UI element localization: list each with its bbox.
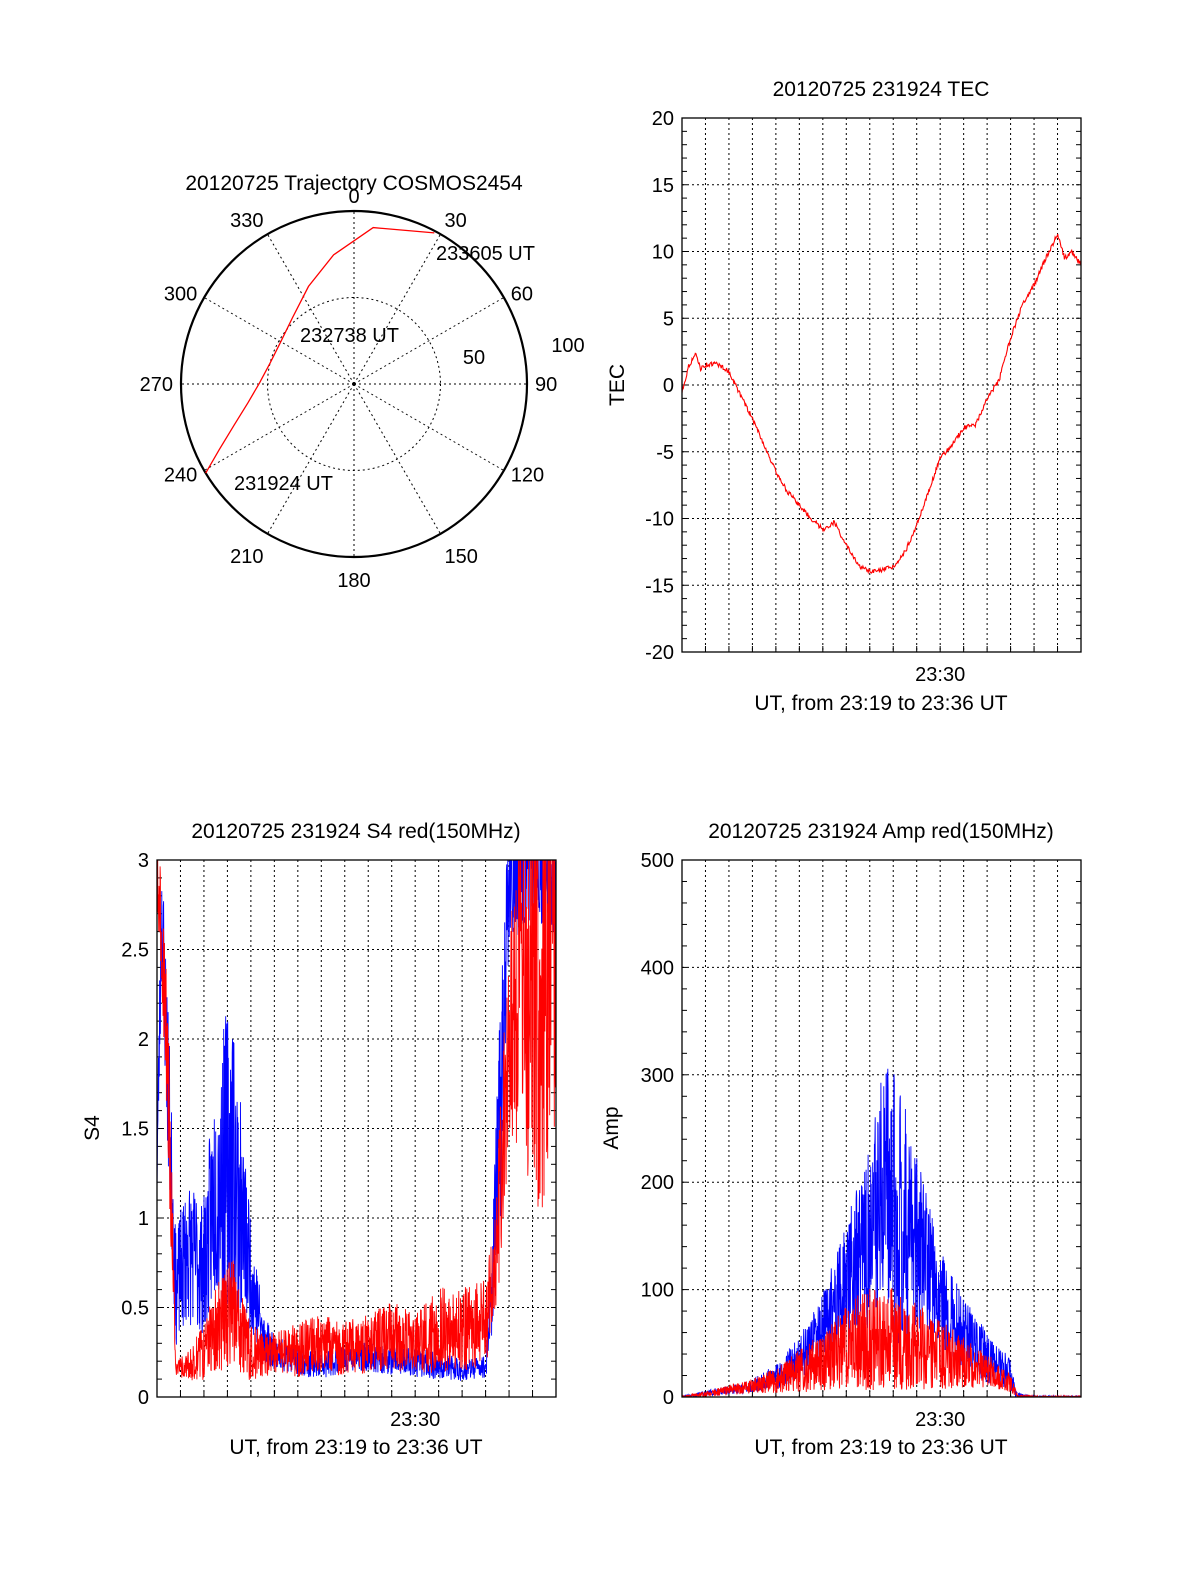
- x-tick-label: 23:30: [390, 1409, 440, 1431]
- tec-x-tick-labels: 23:30: [915, 664, 965, 686]
- polar-angle-label: 210: [230, 546, 263, 568]
- y-tick-label: 20: [652, 108, 674, 130]
- y-tick-label: 2: [138, 1029, 149, 1051]
- s4-series: [156, 859, 557, 1398]
- polar-angle-label: 90: [535, 374, 557, 396]
- y-tick-label: 300: [641, 1065, 674, 1087]
- amp-chart: 20120725 231924 Amp red(150MHz) 0 100 200 3…: [600, 820, 1082, 1459]
- tec-chart: 20120725 231924 TEC -20-15-10-505101520 …: [606, 78, 1082, 715]
- polar-angle-label: 270: [140, 374, 173, 396]
- tec-y-tick-labels: -20 -15 -10 -5 0 5 10 15 20: [645, 108, 674, 664]
- amp-y-tick-labels: 0 100 200 300 400 500: [641, 850, 674, 1409]
- series-line: [157, 860, 556, 1381]
- y-tick-label: 1.5: [121, 1119, 149, 1141]
- series-line: [682, 233, 1081, 575]
- polar-angle-label: 240: [164, 465, 197, 487]
- plot-frame: [681, 859, 1082, 1398]
- polar-angle-label: 30: [445, 210, 467, 232]
- trajectory-line: [205, 226, 435, 474]
- polar-angle-label: 60: [511, 284, 533, 306]
- polar-spoke: [203, 297, 355, 385]
- y-tick-label: 200: [641, 1172, 674, 1194]
- tec-series: [681, 117, 1082, 653]
- polar-spoke: [267, 233, 355, 385]
- y-tick-label: 500: [641, 850, 674, 872]
- tec-grid: [681, 117, 1082, 653]
- polar-outer-ring: [179, 209, 529, 559]
- y-tick-label: -15: [645, 575, 674, 597]
- series-line: [682, 1288, 1081, 1397]
- y-tick-label: 5: [663, 308, 674, 330]
- s4-x-tick-labels: 23:30: [390, 1409, 440, 1431]
- amp-grid: [681, 859, 1082, 1398]
- tec-y-axis-label: TEC: [606, 364, 629, 406]
- amp-x-axis-label: UT, from 23:19 to 23:36 UT: [754, 1436, 1007, 1459]
- y-tick-label: -20: [645, 642, 674, 664]
- s4-chart-title: 20120725 231924 S4 red(150MHz): [191, 820, 520, 843]
- y-tick-label: 2.5: [121, 940, 149, 962]
- polar-angle-label: 150: [445, 546, 478, 568]
- trajectory-end-label: 233605 UT: [436, 243, 535, 265]
- s4-y-tick-labels: 0 0.5 1 1.5 2 2.5 3: [121, 850, 149, 1409]
- polar-spoke: [203, 383, 355, 471]
- polar-spoke: [353, 383, 505, 471]
- x-tick-label: 23:30: [915, 664, 965, 686]
- tec-chart-title: 20120725 231924 TEC: [773, 78, 990, 101]
- s4-x-axis-label: UT, from 23:19 to 23:36 UT: [229, 1436, 482, 1459]
- y-tick-label: -10: [645, 509, 674, 531]
- polar-angle-label: 120: [511, 465, 544, 487]
- s4-chart: 20120725 231924 S4 red(150MHz) 0 0.5 1 1.5 2…: [81, 820, 557, 1459]
- y-tick-label: 0: [663, 1387, 674, 1409]
- polar-trajectory-chart: 20120725 Trajectory COSMOS2454 0 30 60 90 12…: [140, 172, 585, 592]
- y-tick-label: 1: [138, 1208, 149, 1230]
- y-tick-label: 3: [138, 850, 149, 872]
- y-tick-label: 0.5: [121, 1298, 149, 1320]
- amp-series: [681, 859, 1082, 1398]
- tec-x-axis-label: UT, from 23:19 to 23:36 UT: [754, 692, 1007, 715]
- polar-grid: [179, 209, 529, 559]
- trajectory-start-label: 231924 UT: [234, 473, 333, 495]
- y-tick-label: 0: [663, 375, 674, 397]
- polar-angle-label: 0: [348, 186, 359, 208]
- y-tick-label: 10: [652, 242, 674, 264]
- amp-x-tick-labels: 23:30: [915, 1409, 965, 1431]
- x-tick-label: 23:30: [915, 1409, 965, 1431]
- polar-angle-label: 180: [337, 570, 370, 592]
- y-tick-label: -5: [656, 442, 674, 464]
- y-tick-label: 100: [641, 1280, 674, 1302]
- y-tick-label: 400: [641, 957, 674, 979]
- polar-angle-label: 300: [164, 284, 197, 306]
- polar-radial-label: 50: [463, 347, 485, 369]
- polar-angle-label: 330: [230, 210, 263, 232]
- polar-radial-label: 100: [551, 335, 584, 357]
- plot-frame: [681, 117, 1082, 653]
- polar-spoke: [353, 297, 505, 385]
- polar-angle-labels: 0 30 60 90 120 150 180 210 240 270 300 330: [140, 186, 558, 592]
- polar-spoke: [353, 383, 441, 535]
- polar-spoke: [267, 383, 355, 535]
- amp-chart-title: 20120725 231924 Amp red(150MHz): [708, 820, 1054, 843]
- y-tick-label: 15: [652, 175, 674, 197]
- s4-y-axis-label: S4: [81, 1115, 104, 1141]
- y-tick-label: 0: [138, 1387, 149, 1409]
- amp-y-axis-label: Amp: [600, 1106, 623, 1149]
- plot-frame: [156, 859, 557, 1398]
- polar-chart-title: 20120725 Trajectory COSMOS2454: [185, 172, 523, 195]
- polar-spoke: [353, 233, 441, 385]
- trajectory-mid-label: 232738 UT: [300, 325, 399, 347]
